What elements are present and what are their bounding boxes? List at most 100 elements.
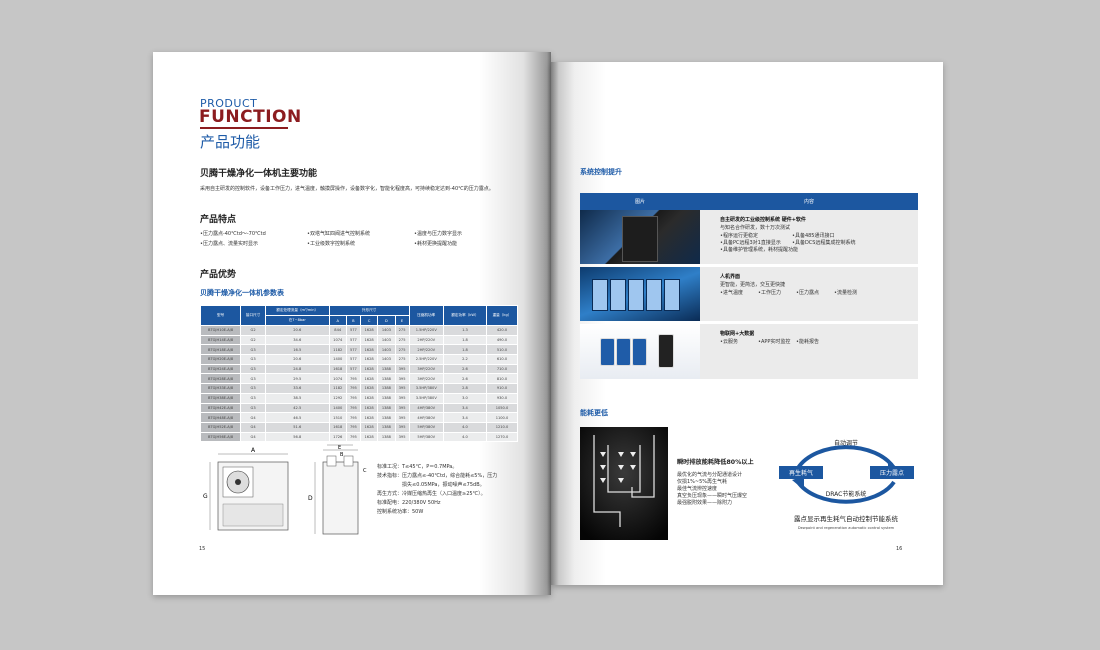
row-bullet: •具备PC远程3对1直接显示 bbox=[720, 240, 781, 246]
control-title: 系统控制提升 bbox=[580, 168, 622, 176]
row-bullet: •能耗报告 bbox=[796, 339, 819, 345]
table-cell: 1403 bbox=[377, 325, 396, 336]
table-cell: 275 bbox=[394, 325, 410, 336]
phone-shape bbox=[616, 338, 631, 366]
table-cell: 395 bbox=[394, 363, 410, 375]
control-row: 自主研发的工业级控制系统 硬件+软件 与知名合作研发，数十万次测试 •程序运行更稳定… bbox=[580, 210, 918, 264]
table-cell: 1388 bbox=[377, 412, 396, 423]
row-bullet: •具备维护管理系统，耗材提醒功能 bbox=[720, 247, 798, 253]
left-page: PRODUCT FUNCTION 产品功能 贝腾干燥净化一体机主要功能 采用自主… bbox=[153, 52, 551, 595]
table-cell: BTGJH48E-A/8 bbox=[199, 412, 242, 423]
table-cell: 3HP/220V bbox=[408, 363, 444, 375]
table-cell: 2.6 bbox=[442, 363, 487, 375]
table-cell: G3 bbox=[240, 402, 266, 414]
row-bullet: •进气温度 bbox=[720, 290, 743, 296]
header-cell: E bbox=[394, 315, 410, 326]
table-cell: BTGJH42E-A/8 bbox=[199, 402, 242, 414]
table-cell: 1.8 bbox=[442, 344, 487, 356]
table-cell: G2 bbox=[240, 325, 266, 336]
row-image bbox=[580, 267, 700, 321]
table-row: BTGJH52E-A/8 G4 51.6 1618 795 1628 1388 395 5HP/… bbox=[199, 421, 519, 433]
table-cell: 795 bbox=[345, 383, 361, 394]
row-image bbox=[580, 210, 700, 264]
table-cell: 1628 bbox=[359, 392, 379, 404]
cycle-bottom-label: DRAC节能系统 bbox=[826, 490, 867, 498]
table-row: BTGJH48E-A/8 G4 46.5 1510 795 1628 1388 395 4HP/… bbox=[199, 412, 519, 423]
table-cell: G4 bbox=[240, 421, 266, 433]
row-bullet: •具备DCS远程集成控制系统 bbox=[792, 240, 856, 246]
header-cell: A bbox=[328, 315, 347, 326]
table-cell: 3.5HP/380V bbox=[408, 383, 444, 394]
table-cell: 1074 bbox=[328, 373, 347, 385]
label-g: G bbox=[203, 493, 208, 500]
features-title: 产品特点 bbox=[200, 215, 237, 225]
table-cell: 34.6 bbox=[264, 334, 330, 346]
main-title: 贝腾干燥净化一体机主要功能 bbox=[200, 169, 318, 179]
header-cell: 型号 bbox=[199, 305, 242, 326]
table-cell: 1210.0 bbox=[485, 421, 519, 433]
header-cell: 压缩机功率 bbox=[408, 305, 444, 326]
cycle-arrowhead bbox=[792, 476, 804, 490]
table-cell: 1618 bbox=[328, 363, 347, 375]
table-cell: 395 bbox=[394, 431, 410, 443]
header-cell: 额定处理流量（m³/min） bbox=[264, 305, 330, 316]
table-cell: 4.0 bbox=[442, 431, 487, 443]
table-cell: 275 bbox=[394, 354, 410, 365]
table-cell: 395 bbox=[394, 412, 410, 423]
airflow-channels bbox=[593, 435, 655, 527]
header-en-top: PRODUCT bbox=[200, 97, 258, 110]
energy-line: 最强脱附效果——除附力 bbox=[677, 500, 733, 506]
control-table-header: 图片 内容 bbox=[580, 193, 918, 210]
screen-shape bbox=[646, 279, 662, 311]
row-bullet: •APP实时监控 bbox=[758, 339, 791, 345]
screen-shape bbox=[628, 279, 644, 311]
table-cell: G3 bbox=[240, 373, 266, 385]
label-a: A bbox=[251, 447, 256, 454]
table-cell: 1628 bbox=[359, 363, 379, 375]
table-cell: 1403 bbox=[377, 344, 396, 356]
caption-en: Dewpoint and regeneration automatic cont… bbox=[798, 526, 895, 530]
header-cell: 在7~8bar bbox=[264, 315, 330, 326]
table-cell: 795 bbox=[345, 431, 361, 443]
intro: 采用自主研发的控制软件，设备工作压力，进气温度，触摸屏操作，设备数字化，智能化程… bbox=[200, 186, 494, 192]
table-cell: 395 bbox=[394, 392, 410, 404]
spec-line: 再生方式：冷媒压缩热再生（入口温度≥25℃）。 bbox=[377, 491, 486, 497]
phone-shape bbox=[658, 334, 674, 368]
table-cell: 577 bbox=[345, 344, 361, 356]
table-cell: 29.5 bbox=[264, 373, 330, 385]
table-cell: BTGJH24E-A/8 bbox=[199, 363, 242, 375]
table-cell: 1182 bbox=[328, 383, 347, 394]
row-bullet: •云服务 bbox=[720, 339, 738, 345]
energy-line: 仅损1%~5%再生气耗 bbox=[677, 479, 728, 485]
table-cell: G4 bbox=[240, 412, 266, 423]
header-cell: 外形尺寸 bbox=[328, 305, 410, 316]
row-bullet: •流量检测 bbox=[834, 290, 857, 296]
spec-line: 技术指标：压力露点≤-40℃td，综合能耗≤5%，压力 bbox=[377, 473, 498, 479]
feature-item: •双塔气缸四阀进气控制系统 bbox=[307, 231, 370, 237]
table-cell: 510.0 bbox=[485, 344, 519, 356]
airflow-image bbox=[580, 427, 668, 540]
table-header-row: 在7~8bar A B C D E bbox=[201, 315, 518, 326]
table-row: BTGJH42E-A/8 G3 42.5 1400 795 1628 1388 395 4HP/… bbox=[199, 402, 519, 414]
energy-line: 最佳气流辨控速度 bbox=[677, 486, 718, 492]
table-cell: 33.6 bbox=[264, 383, 330, 394]
label-e: E bbox=[338, 445, 341, 451]
label-c: C bbox=[363, 468, 367, 474]
table-cell: 1388 bbox=[377, 373, 396, 385]
table-cell: 275 bbox=[394, 344, 410, 356]
tower-left bbox=[326, 455, 337, 467]
table-cell: 1100.0 bbox=[485, 412, 519, 423]
table-cell: 1628 bbox=[359, 325, 379, 336]
table-cell: 795 bbox=[345, 421, 361, 433]
table-cell: 51.6 bbox=[264, 421, 330, 433]
energy-headline: 瞬时排放能耗降低80%以上 bbox=[677, 459, 754, 466]
table-cell: BTGJH18E-A/8 bbox=[199, 344, 242, 356]
table-cell: 795 bbox=[345, 373, 361, 385]
advantages-title: 产品优势 bbox=[200, 270, 237, 280]
table-cell: 577 bbox=[345, 354, 361, 365]
base bbox=[222, 503, 284, 527]
table-cell: 577 bbox=[345, 363, 361, 375]
features-list: •压力露点-40℃td～-70℃td •双塔气缸四阀进气控制系统 •温度与压力数字显… bbox=[200, 230, 520, 252]
table-cell: G3 bbox=[240, 344, 266, 356]
table-cell: 1628 bbox=[359, 334, 379, 346]
